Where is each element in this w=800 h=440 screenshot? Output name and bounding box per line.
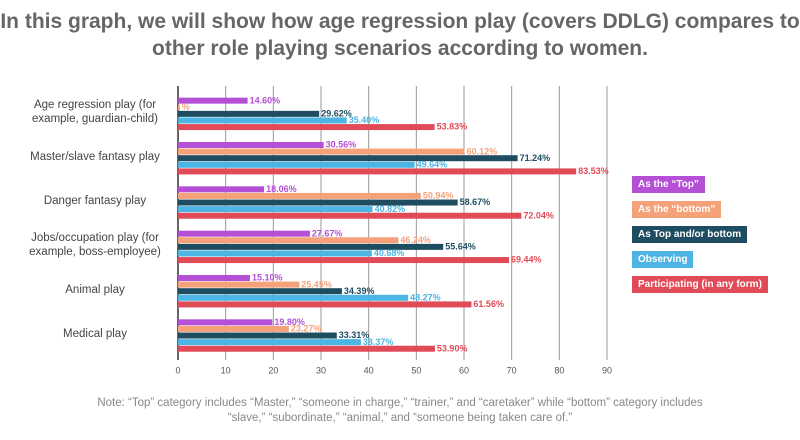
value-label: 33.31% (339, 330, 370, 340)
chart-title: In this graph, we will show how age regr… (0, 10, 800, 60)
bar (178, 124, 435, 131)
value-label: 83.53% (578, 166, 609, 176)
value-label: 72.04% (523, 210, 554, 220)
legend-entry: Participating (in any form) (632, 276, 768, 293)
bar (178, 250, 372, 257)
bar (178, 339, 361, 346)
value-label: 19.80% (274, 317, 305, 327)
value-label: 30.56% (326, 140, 357, 150)
value-label: 40.82% (375, 204, 406, 214)
bar (178, 230, 310, 237)
bar (178, 148, 465, 155)
value-label: 27.67% (312, 228, 343, 238)
bar (178, 325, 289, 332)
value-label: % (182, 102, 190, 112)
bar (178, 345, 435, 352)
bar (178, 104, 180, 111)
value-label: 25.45% (301, 279, 332, 289)
x-tick-label: 30 (316, 365, 326, 375)
value-label: 58.67% (460, 197, 491, 207)
legend-entry: As Top and/or bottom (632, 226, 748, 243)
value-label: 18.06% (266, 184, 297, 194)
value-label: 60.12% (467, 146, 498, 156)
value-label: 35.40% (349, 115, 380, 125)
value-label: 34.39% (344, 286, 375, 296)
bar (178, 275, 250, 281)
bar (178, 97, 248, 104)
x-tick-label: 10 (221, 365, 231, 375)
bar (178, 206, 373, 213)
value-label: 53.90% (437, 343, 468, 353)
x-tick-label: 20 (268, 365, 278, 375)
bar (178, 186, 265, 193)
y-tick-label: Age regression play (for example, guardi… (32, 99, 158, 126)
x-tick-label: 80 (554, 365, 564, 375)
value-label: 49.64% (417, 159, 448, 169)
x-tick-label: 0 (175, 365, 180, 375)
legend-entry: As the “Top” (632, 176, 705, 193)
value-label: 46.24% (400, 235, 431, 245)
value-label: 53.83% (437, 122, 468, 132)
x-tick-label: 50 (411, 365, 421, 375)
y-tick-label: Danger fantasy play (43, 194, 147, 207)
bar (178, 155, 518, 162)
legend-entry: As the “bottom” (632, 201, 722, 218)
y-tick-label: Master/slave fantasy play (30, 150, 160, 163)
value-label: 71.24% (520, 153, 551, 163)
bar (178, 168, 577, 175)
bar (178, 319, 273, 326)
y-tick-label: Medical play (63, 327, 127, 340)
y-tick-label: Jobs/occupation play (for example, boss-… (29, 232, 161, 259)
value-label: 38.37% (363, 337, 394, 347)
bar (178, 212, 522, 219)
value-label: 55.64% (445, 242, 476, 252)
note: Note: “Top” category includes “Master,” … (97, 397, 703, 424)
bar (178, 161, 415, 168)
value-label: 50.94% (423, 191, 454, 201)
value-label: 14.60% (250, 95, 281, 105)
legend-entry: Observing (632, 251, 694, 268)
value-label: 61.56% (473, 299, 504, 309)
value-label: 29.62% (321, 109, 352, 119)
bar (178, 294, 409, 301)
bar (178, 199, 458, 206)
value-label: 23.27% (291, 324, 322, 334)
bar (178, 110, 320, 117)
bar (178, 117, 347, 124)
bar (178, 288, 342, 295)
value-label: 48.27% (410, 292, 441, 302)
value-label: 69.44% (511, 255, 542, 265)
bar (178, 237, 399, 244)
x-tick-label: 90 (602, 365, 612, 375)
bar (178, 281, 300, 288)
x-tick-label: 60 (459, 365, 469, 375)
y-tick-label: Animal play (65, 283, 125, 296)
x-tick-label: 40 (364, 365, 374, 375)
value-label: 40.68% (374, 248, 405, 258)
x-tick-label: 70 (507, 365, 517, 375)
bar (178, 301, 472, 308)
value-label: 15.10% (252, 273, 283, 283)
bar (178, 243, 444, 250)
bar (178, 142, 324, 148)
bar (178, 332, 337, 339)
bar (178, 257, 509, 264)
bar (178, 192, 421, 199)
